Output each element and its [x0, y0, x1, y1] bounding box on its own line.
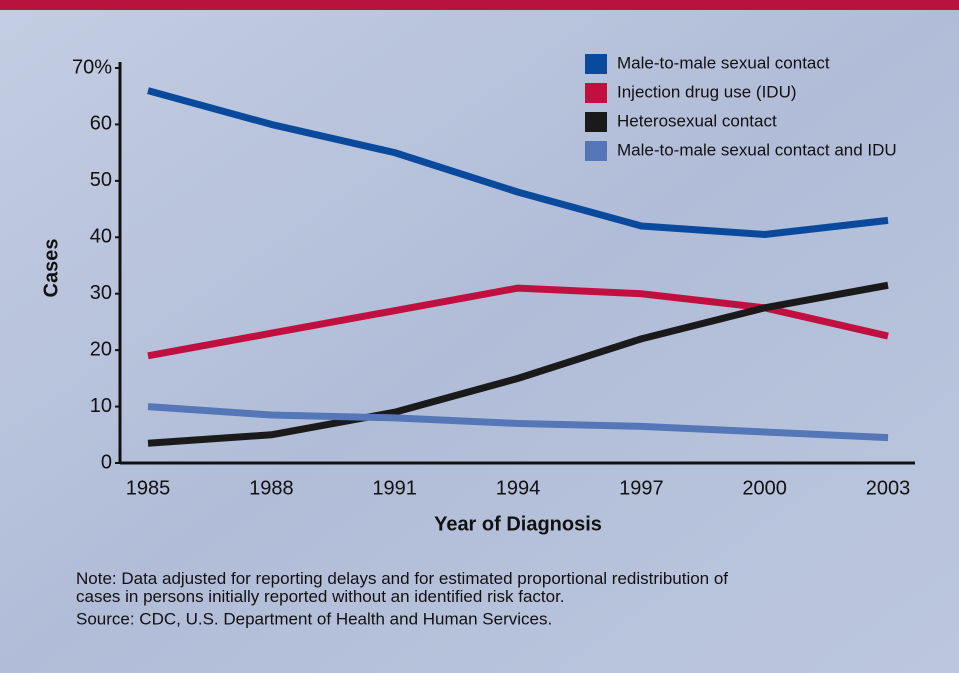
y-tick-label: 60	[90, 113, 112, 135]
y-tick-label: 50	[90, 169, 112, 191]
source: Source: CDC, U.S. Department of Health a…	[76, 609, 552, 628]
y-tick-label: 10	[90, 395, 112, 417]
legend-text: Heterosexual contact	[617, 111, 777, 130]
x-tick-label: 2003	[866, 477, 911, 499]
legend-text: Male-to-male sexual contact and IDU	[617, 140, 897, 159]
note: Note: Data adjusted for reporting delays…	[76, 569, 728, 588]
legend-text: Injection drug use (IDU)	[617, 82, 797, 101]
top-bar	[0, 0, 959, 10]
y-axis-label: Cases	[40, 239, 62, 298]
y-tick-label: 70%	[72, 56, 112, 78]
y-tick-label: 20	[90, 338, 112, 360]
legend-swatch	[585, 141, 607, 161]
x-tick-label: 1988	[249, 477, 294, 499]
y-tick-label: 40	[90, 226, 112, 248]
x-tick-label: 2000	[742, 477, 787, 499]
y-tick-label: 30	[90, 282, 112, 304]
legend-swatch	[585, 54, 607, 74]
x-tick-label: 1985	[126, 477, 171, 499]
legend-swatch	[585, 112, 607, 132]
legend-swatch	[585, 83, 607, 103]
x-tick-label: 1991	[372, 477, 417, 499]
legend-text: Male-to-male sexual contact	[617, 53, 830, 72]
x-axis-label: Year of Diagnosis	[434, 513, 602, 535]
x-tick-label: 1997	[619, 477, 664, 499]
x-tick-label: 1994	[496, 477, 541, 499]
y-tick-label: 0	[101, 451, 112, 473]
note: cases in persons initially reported with…	[76, 587, 565, 606]
chart: Cases Year of Diagnosis Note: Data adjus…	[0, 0, 959, 673]
